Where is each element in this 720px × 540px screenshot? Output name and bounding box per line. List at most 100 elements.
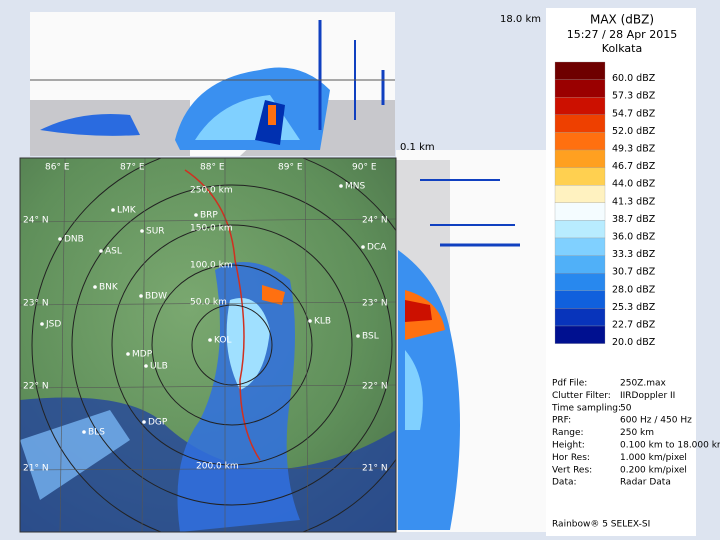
lat-label: 21° N	[362, 464, 388, 474]
graticule	[20, 158, 396, 532]
legend-label: 46.7 dBZ	[612, 161, 656, 172]
range-label: 100.0 km	[190, 261, 233, 271]
station-label: BDW	[145, 292, 167, 302]
lon-label: 86° E	[45, 163, 70, 173]
map: 86° E 87° E 88° E 89° E 90° E 24° N 24° N 23° N…	[20, 158, 396, 532]
legend-swatch	[554, 237, 606, 256]
station-label: SUR	[146, 227, 165, 237]
range-label: 200.0 km	[196, 462, 239, 472]
station-label: ULB	[150, 362, 168, 372]
legend-label: 28.0 dBZ	[612, 284, 656, 295]
station-dot	[308, 319, 312, 323]
info-value: 0.100 km to 18.000 km	[620, 441, 720, 451]
info-value: 0.200 km/pixel	[620, 465, 687, 475]
station-dot	[144, 364, 148, 368]
legend-swatch	[554, 325, 606, 344]
legend-swatch	[554, 185, 606, 203]
legend-swatch	[554, 220, 606, 239]
legend-label: 38.7 dBZ	[612, 214, 656, 225]
station-dot	[142, 420, 146, 424]
station-label: BNK	[99, 283, 119, 293]
legend-swatch	[554, 308, 606, 327]
lat-label: 24° N	[23, 216, 49, 226]
station-label: ASL	[105, 247, 122, 257]
station-dot	[126, 352, 130, 356]
legend-swatch	[554, 167, 606, 186]
lon-label: 87° E	[120, 163, 145, 173]
station-label: DNB	[64, 235, 84, 245]
station-label: LMK	[117, 206, 137, 216]
info-value: IIRDoppler II	[620, 391, 675, 401]
station-label: MNS	[345, 182, 365, 192]
station-label: DGP	[148, 418, 168, 428]
legend-label: 52.0 dBZ	[612, 126, 656, 137]
range-label: 250.0 km	[190, 186, 233, 196]
info-value: Radar Data	[620, 478, 671, 488]
echo	[20, 410, 130, 500]
legend-swatch	[554, 149, 606, 168]
legend-swatch	[554, 97, 606, 115]
station-dot	[339, 184, 343, 188]
station-label: MDP	[132, 350, 153, 360]
legend-swatch	[554, 61, 606, 80]
legend-label: 41.3 dBZ	[612, 196, 656, 207]
info-value: 1.000 km/pixel	[620, 453, 687, 463]
legend-label: 60.0 dBZ	[612, 73, 656, 84]
info-key: Range:	[552, 428, 584, 438]
station-dot	[40, 322, 44, 326]
legend-swatch	[554, 273, 606, 291]
info-key: Vert Res:	[552, 465, 592, 475]
lon-label: 88° E	[200, 163, 225, 173]
station-dot	[58, 237, 62, 241]
station-label: BRP	[200, 211, 218, 221]
station-dot	[361, 245, 365, 249]
lat-label: 24° N	[362, 216, 388, 226]
station-label: JSD	[45, 320, 61, 330]
lat-label: 22° N	[362, 382, 388, 392]
legend-label: 54.7 dBZ	[612, 108, 656, 119]
legend-label: 30.7 dBZ	[612, 267, 656, 278]
legend-label: 36.0 dBZ	[612, 232, 656, 243]
legend-swatch	[554, 202, 606, 221]
side-echo	[398, 179, 520, 530]
legend-label: 25.3 dBZ	[612, 302, 656, 313]
legend-swatch	[554, 255, 606, 274]
legend-label: 22.7 dBZ	[612, 320, 656, 331]
echo	[226, 298, 270, 390]
legend-swatch	[554, 290, 606, 309]
range-rings	[31, 158, 396, 532]
range-label: 150.0 km	[190, 224, 233, 234]
station-label: KOL	[214, 336, 232, 346]
legend-swatch	[554, 114, 606, 133]
top-echo	[40, 20, 385, 150]
info-key: Pdf File:	[552, 379, 587, 389]
lat-label: 21° N	[23, 464, 49, 474]
border	[184, 169, 261, 461]
lat-label: 22° N	[23, 382, 49, 392]
station-label: BLS	[88, 428, 105, 438]
product-site: Kolkata	[602, 42, 642, 55]
station-dot	[99, 249, 103, 253]
station-dot	[93, 285, 97, 289]
station-dot	[111, 208, 115, 212]
info-key: Height:	[552, 441, 585, 451]
echo	[262, 285, 285, 305]
station-dot	[82, 430, 86, 434]
info-key: PRF:	[552, 416, 571, 426]
legend-swatch	[554, 132, 606, 151]
station-dot	[139, 294, 143, 298]
station-label: KLB	[314, 317, 331, 327]
legend-label: 20.0 dBZ	[612, 337, 656, 348]
legend-swatch	[554, 79, 606, 98]
station-label: BSL	[362, 332, 379, 342]
product-time: 15:27 / 28 Apr 2015	[567, 28, 677, 41]
range-label: 50.0 km	[190, 298, 227, 308]
info-key: Time sampling:	[551, 403, 621, 413]
info-key: Data:	[552, 478, 577, 488]
station-dot	[140, 229, 144, 233]
product-title: MAX (dBZ)	[590, 13, 654, 27]
legend-label: 57.3 dBZ	[612, 91, 656, 102]
info-key: Hor Res:	[552, 453, 590, 463]
legend-label: 49.3 dBZ	[612, 144, 656, 155]
station-dot	[208, 338, 212, 342]
